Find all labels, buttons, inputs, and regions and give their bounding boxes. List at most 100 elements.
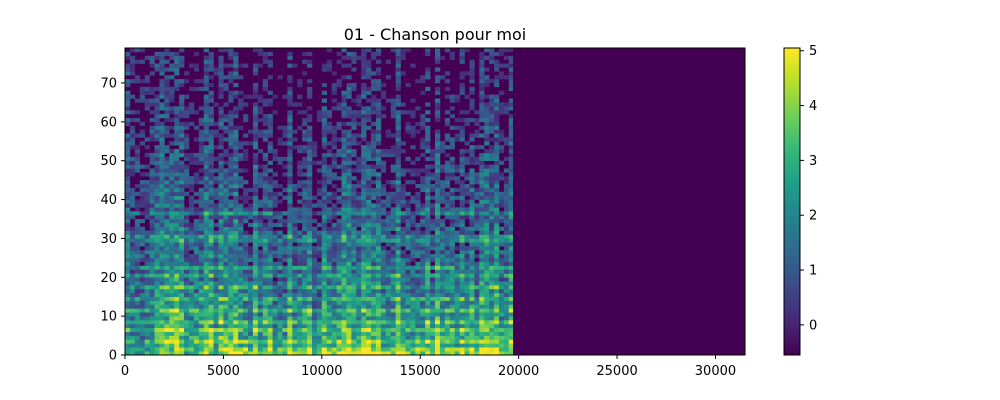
heatmap-cell <box>287 296 293 301</box>
heatmap-cell <box>336 281 342 286</box>
heatmap-cell <box>233 288 239 294</box>
heatmap-cell <box>479 347 485 352</box>
heatmap-cell <box>277 343 283 348</box>
heatmap-cell <box>267 246 273 251</box>
heatmap-cell <box>380 323 387 329</box>
heatmap-cell <box>223 48 229 53</box>
heatmap-cell <box>297 339 303 344</box>
heatmap-cell <box>321 180 328 185</box>
heatmap-cell <box>144 106 150 111</box>
heatmap-cell <box>307 218 313 224</box>
heatmap-cell <box>193 257 200 263</box>
heatmap-cell <box>459 253 465 259</box>
heatmap-cell <box>449 226 455 231</box>
heatmap-cell <box>503 335 510 340</box>
heatmap-cell <box>400 351 406 356</box>
heatmap-cell <box>489 285 495 290</box>
heatmap-cell <box>459 269 465 274</box>
heatmap-cell <box>439 149 446 154</box>
heatmap-cell <box>321 207 328 212</box>
heatmap-cell <box>380 269 387 274</box>
heatmap-cell <box>484 207 490 212</box>
heatmap-cell <box>405 222 411 228</box>
heatmap-cell <box>233 90 239 95</box>
heatmap-cell <box>375 129 382 134</box>
heatmap-cell <box>331 265 337 270</box>
heatmap-cell <box>459 191 465 196</box>
heatmap-cell <box>302 288 308 294</box>
heatmap-cell <box>287 343 293 348</box>
heatmap-cell <box>218 121 224 127</box>
heatmap-cell <box>129 211 136 216</box>
heatmap-cell <box>380 277 387 282</box>
heatmap-cell <box>366 125 372 130</box>
heatmap-cell <box>479 71 485 76</box>
heatmap-cell <box>277 304 283 309</box>
heatmap-cell <box>351 312 357 317</box>
heatmap-cell <box>503 218 510 224</box>
heatmap-cell <box>336 312 342 317</box>
heatmap-cell <box>307 133 313 138</box>
heatmap-cell <box>395 292 401 298</box>
heatmap-cell <box>129 327 136 332</box>
heatmap-cell <box>159 94 165 99</box>
heatmap-cell <box>454 335 460 340</box>
heatmap-cell <box>267 234 273 239</box>
heatmap-cell <box>508 145 514 150</box>
heatmap-cell <box>415 203 421 208</box>
heatmap-cell <box>474 156 480 161</box>
heatmap-cell <box>489 106 495 111</box>
heatmap-cell <box>144 277 150 282</box>
heatmap-cell <box>188 285 195 290</box>
heatmap-cell <box>233 133 239 138</box>
heatmap-cell <box>297 79 303 84</box>
heatmap-cell <box>134 339 141 344</box>
heatmap-cell <box>331 125 337 130</box>
heatmap-cell <box>125 164 131 169</box>
heatmap-cell <box>395 320 401 325</box>
heatmap-cell <box>439 253 446 259</box>
heatmap-cell <box>385 285 392 290</box>
heatmap-cell <box>238 207 244 212</box>
heatmap-cell <box>454 296 460 301</box>
heatmap-cell <box>302 218 308 224</box>
heatmap-cell <box>188 176 195 181</box>
heatmap-cell <box>454 133 460 138</box>
heatmap-cell <box>134 285 141 290</box>
heatmap-cell <box>164 203 170 208</box>
heatmap-cell <box>361 114 367 119</box>
heatmap-cell <box>302 180 308 185</box>
heatmap-cell <box>125 160 131 165</box>
heatmap-cell <box>356 168 362 173</box>
heatmap-cell <box>154 285 160 290</box>
heatmap-cell <box>395 63 401 68</box>
heatmap-cell <box>238 246 244 251</box>
heatmap-cell <box>307 316 313 321</box>
heatmap-cell <box>336 242 342 247</box>
heatmap-cell <box>375 339 382 344</box>
heatmap-cell <box>474 226 480 231</box>
heatmap-cell <box>233 55 239 60</box>
heatmap-cell <box>248 288 254 294</box>
heatmap-cell <box>454 246 460 251</box>
heatmap-cell <box>272 230 278 235</box>
heatmap-cell <box>282 300 288 305</box>
heatmap-cell <box>498 296 505 301</box>
heatmap-cell <box>198 312 205 317</box>
heatmap-cell <box>159 335 165 340</box>
heatmap-cell <box>228 257 234 263</box>
heatmap-cell <box>361 207 367 212</box>
heatmap-cell <box>149 296 155 301</box>
heatmap-cell <box>159 187 165 193</box>
heatmap-cell <box>395 59 401 64</box>
heatmap-cell <box>159 168 165 173</box>
heatmap-cell <box>366 164 372 169</box>
heatmap-cell <box>203 222 209 228</box>
heatmap-cell <box>228 63 234 68</box>
heatmap-cell <box>346 149 352 154</box>
heatmap-cell <box>213 180 219 185</box>
heatmap-cell <box>331 331 337 336</box>
heatmap-cell <box>233 149 239 154</box>
heatmap-cell <box>385 320 392 325</box>
heatmap-cell <box>351 261 357 266</box>
